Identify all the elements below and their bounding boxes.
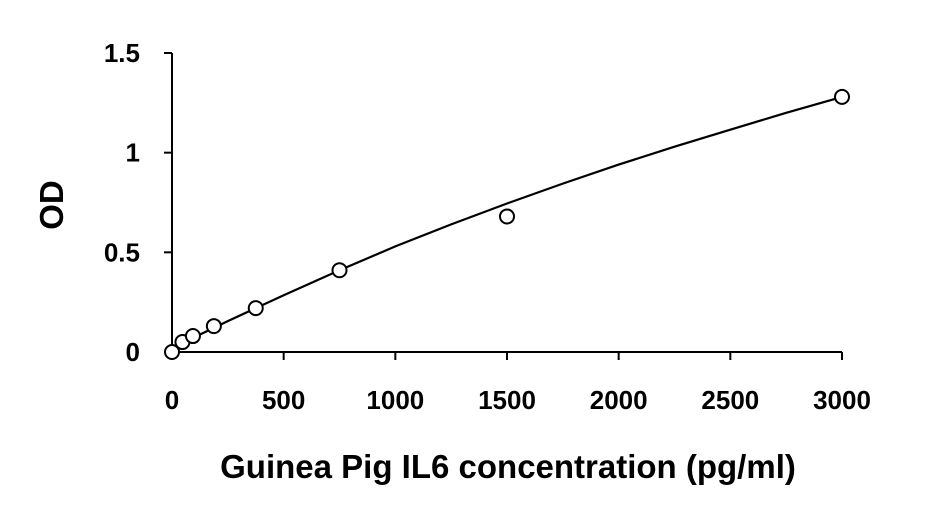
x-tick-label: 1500 (478, 385, 536, 415)
x-tick-label: 3000 (813, 385, 871, 415)
data-point (499, 208, 515, 225)
x-ticks: 0 500 1000 1500 2000 2500 3000 (165, 352, 871, 415)
x-tick-label: 2000 (590, 385, 648, 415)
y-tick-label: 0 (126, 337, 140, 367)
x-axis-title: Guinea Pig IL6 concentration (pg/ml) (220, 448, 796, 485)
x-tick-label: 0 (165, 385, 179, 415)
data-point (164, 344, 180, 360)
x-tick-label: 2500 (701, 385, 759, 415)
data-point (834, 88, 850, 105)
data-point (247, 300, 264, 317)
fit-curve (171, 95, 843, 349)
x-tick-label: 1000 (366, 385, 424, 415)
y-ticks: 0 0.5 1 1.5 (104, 38, 172, 367)
data-point (331, 262, 348, 279)
data-points (164, 88, 850, 360)
plot-area: 0 500 1000 1500 2000 2500 3000 0 0.5 1 1.5 (104, 38, 871, 415)
y-tick-label: 1 (126, 138, 140, 168)
y-tick-label: 0.5 (104, 237, 140, 267)
data-point (205, 318, 222, 335)
data-point (184, 328, 201, 345)
x-tick-label: 500 (262, 385, 305, 415)
y-tick-label: 1.5 (104, 38, 140, 68)
y-axis-title: OD (33, 180, 70, 230)
